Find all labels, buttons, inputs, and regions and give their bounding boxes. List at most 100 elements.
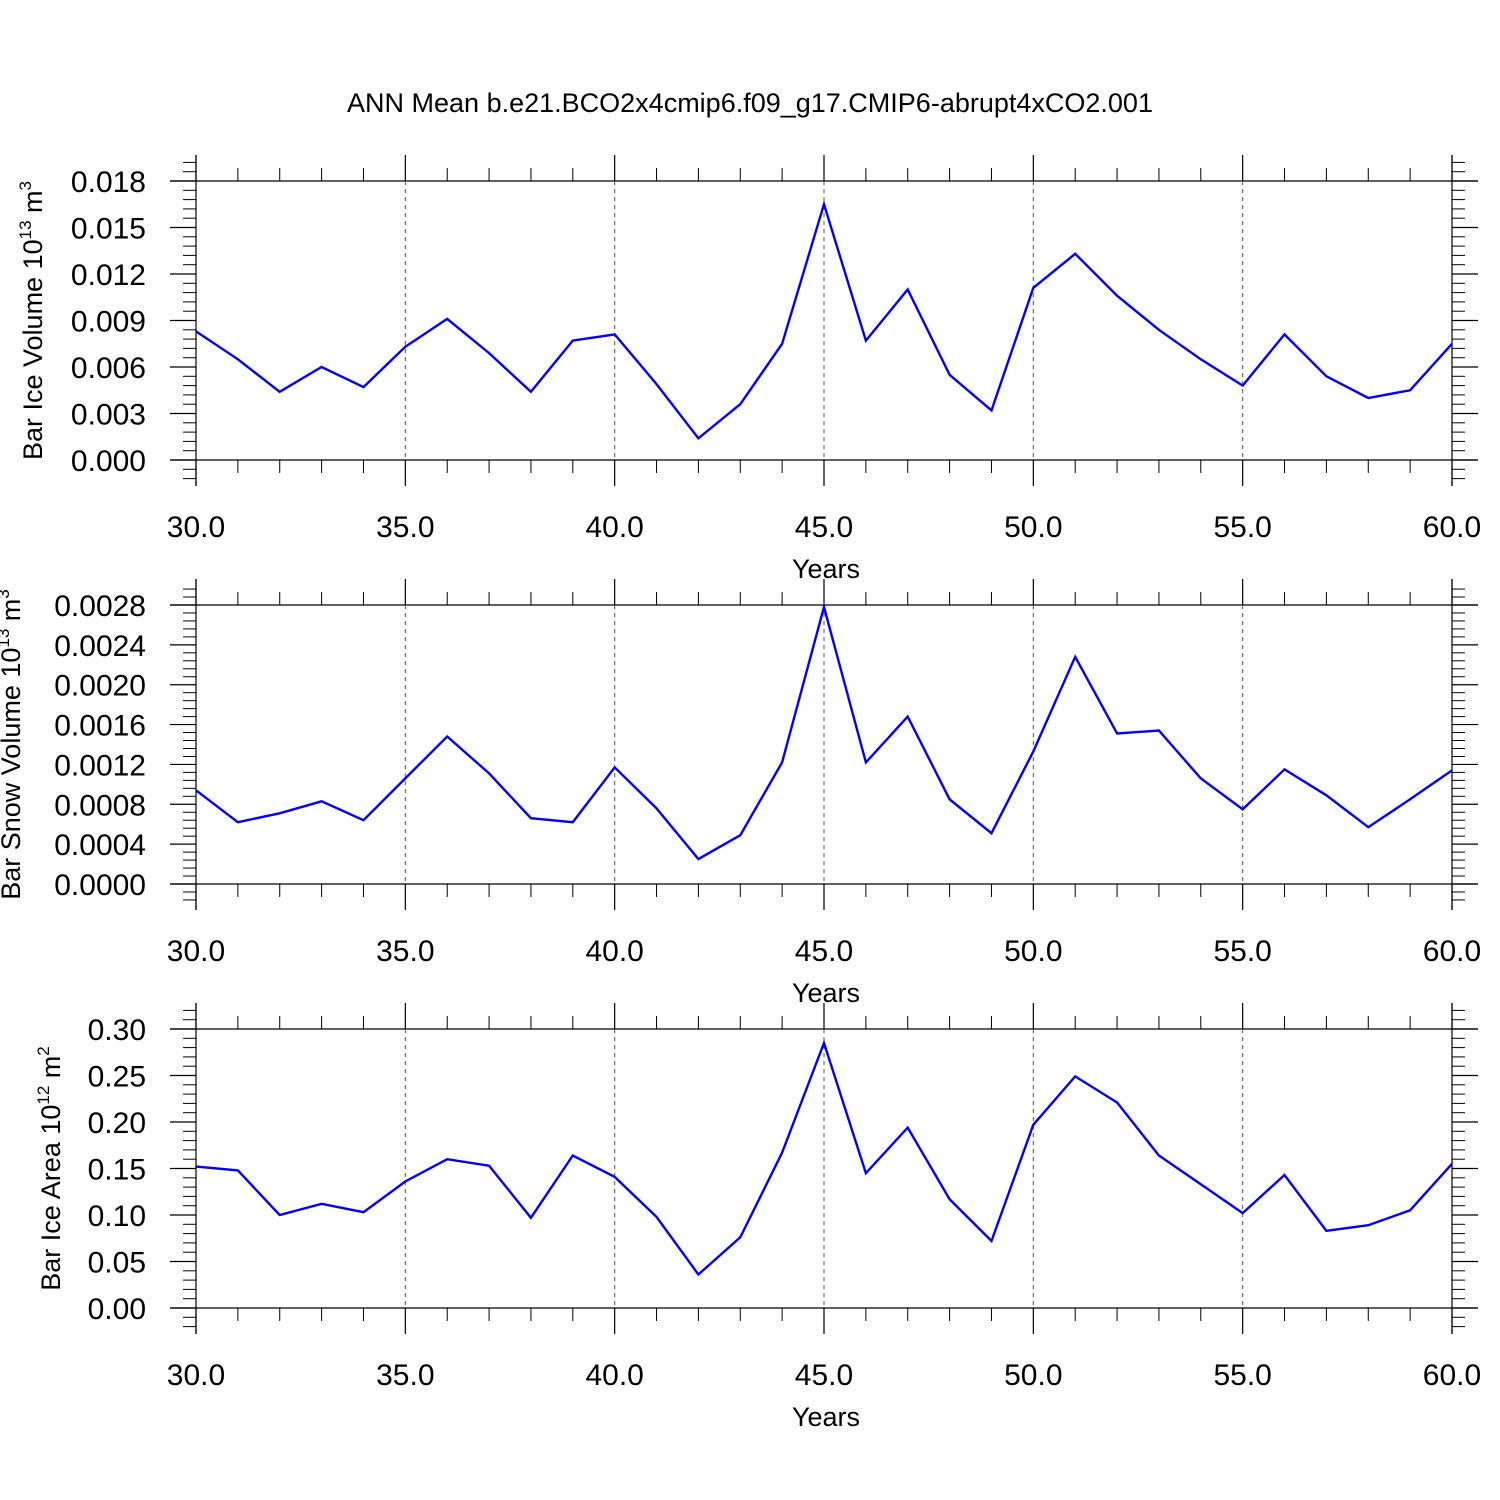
x-tick-label: 55.0	[1213, 511, 1271, 544]
data-point	[278, 811, 282, 815]
data-point	[780, 1151, 784, 1155]
x-tick-label: 45.0	[795, 511, 853, 544]
data-point	[1241, 384, 1245, 388]
y-tick-label: 0.0012	[54, 749, 146, 782]
x-axis-label: Years	[792, 1402, 860, 1432]
data-point	[571, 1153, 575, 1157]
data-point	[361, 1210, 365, 1214]
y-tick-label: 0.00	[88, 1293, 146, 1326]
data-point	[320, 365, 324, 369]
data-point	[194, 329, 198, 333]
data-point	[1408, 388, 1412, 392]
y-tick-label: 0.0004	[54, 829, 146, 862]
data-point	[1450, 1162, 1454, 1166]
data-point	[236, 357, 240, 361]
data-point	[1115, 732, 1119, 736]
chart-panel-3: 30.0 35.0 40.0 45.0 50.0 55.0 60.0 0.00 0.05 0.10…	[34, 1003, 1481, 1432]
data-point	[1366, 396, 1370, 400]
data-point	[1366, 1223, 1370, 1227]
data-point	[989, 1239, 993, 1243]
data-point	[1115, 294, 1119, 298]
data-point	[1241, 1211, 1245, 1215]
y-tick-label: 0.006	[71, 352, 146, 385]
data-point	[948, 373, 952, 377]
y-tick-label: 0.000	[71, 445, 146, 478]
data-point	[696, 857, 700, 861]
y-tick-label: 0.0000	[54, 869, 146, 902]
x-tick-label: 30.0	[167, 1359, 225, 1392]
data-point	[1241, 807, 1245, 811]
x-axis-label: Years	[792, 978, 860, 1008]
data-point	[1324, 374, 1328, 378]
y-axis-label: Bar Snow Volume 1013 m3	[0, 589, 26, 900]
data-point	[738, 1235, 742, 1239]
y-tick-label: 0.0028	[54, 590, 146, 623]
data-point	[822, 202, 826, 206]
data-point	[696, 436, 700, 440]
data-point	[906, 288, 910, 292]
data-point	[1450, 768, 1454, 772]
data-point	[1073, 252, 1077, 256]
data-point	[278, 390, 282, 394]
data-point	[613, 332, 617, 336]
data-point	[487, 1164, 491, 1168]
y-tick-label: 0.015	[71, 213, 146, 246]
data-point	[278, 1213, 282, 1217]
x-tick-label: 40.0	[585, 935, 643, 968]
data-point	[236, 820, 240, 824]
data-point	[906, 1126, 910, 1130]
data-point	[1031, 749, 1035, 753]
x-tick-label: 35.0	[376, 935, 434, 968]
data-point	[529, 1216, 533, 1220]
x-tick-label: 40.0	[585, 511, 643, 544]
data-point	[445, 1157, 449, 1161]
data-point	[989, 408, 993, 412]
data-point	[989, 831, 993, 835]
x-tick-label: 50.0	[1004, 1359, 1062, 1392]
y-tick-label: 0.0020	[54, 670, 146, 703]
x-tick-label: 45.0	[795, 935, 853, 968]
data-point	[1199, 1182, 1203, 1186]
x-tick-label: 50.0	[1004, 935, 1062, 968]
data-point	[1157, 729, 1161, 733]
y-axis-label: Bar Ice Area 1012 m2	[34, 1046, 66, 1291]
data-point	[571, 820, 575, 824]
x-tick-label: 60.0	[1423, 935, 1481, 968]
y-tick-label: 0.20	[88, 1107, 146, 1140]
data-point	[487, 351, 491, 355]
data-point	[361, 385, 365, 389]
y-tick-label: 0.003	[71, 399, 146, 432]
y-tick-label: 0.0024	[54, 630, 146, 663]
data-point	[194, 1165, 198, 1169]
y-tick-label: 0.05	[88, 1247, 146, 1280]
data-point	[780, 342, 784, 346]
data-point	[1031, 286, 1035, 290]
x-tick-label: 45.0	[795, 1359, 853, 1392]
data-point	[822, 605, 826, 609]
data-point	[696, 1273, 700, 1277]
data-point	[1073, 655, 1077, 659]
y-tick-label: 0.30	[88, 1014, 146, 1047]
data-point	[1283, 1173, 1287, 1177]
y-tick-label: 0.018	[71, 166, 146, 199]
data-point	[1324, 793, 1328, 797]
data-point	[906, 715, 910, 719]
y-tick-label: 0.009	[71, 306, 146, 339]
data-point	[1283, 767, 1287, 771]
data-point	[1157, 1153, 1161, 1157]
data-point	[613, 1175, 617, 1179]
data-point	[655, 1215, 659, 1219]
data-point	[445, 735, 449, 739]
data-point	[1283, 332, 1287, 336]
data-point	[1324, 1229, 1328, 1233]
data-point	[948, 1197, 952, 1201]
data-point	[487, 771, 491, 775]
data-point	[403, 345, 407, 349]
x-tick-label: 60.0	[1423, 1359, 1481, 1392]
data-point	[1450, 342, 1454, 346]
series-line	[195, 200, 1453, 441]
data-point	[403, 776, 407, 780]
data-point	[1073, 1074, 1077, 1078]
data-point	[194, 788, 198, 792]
